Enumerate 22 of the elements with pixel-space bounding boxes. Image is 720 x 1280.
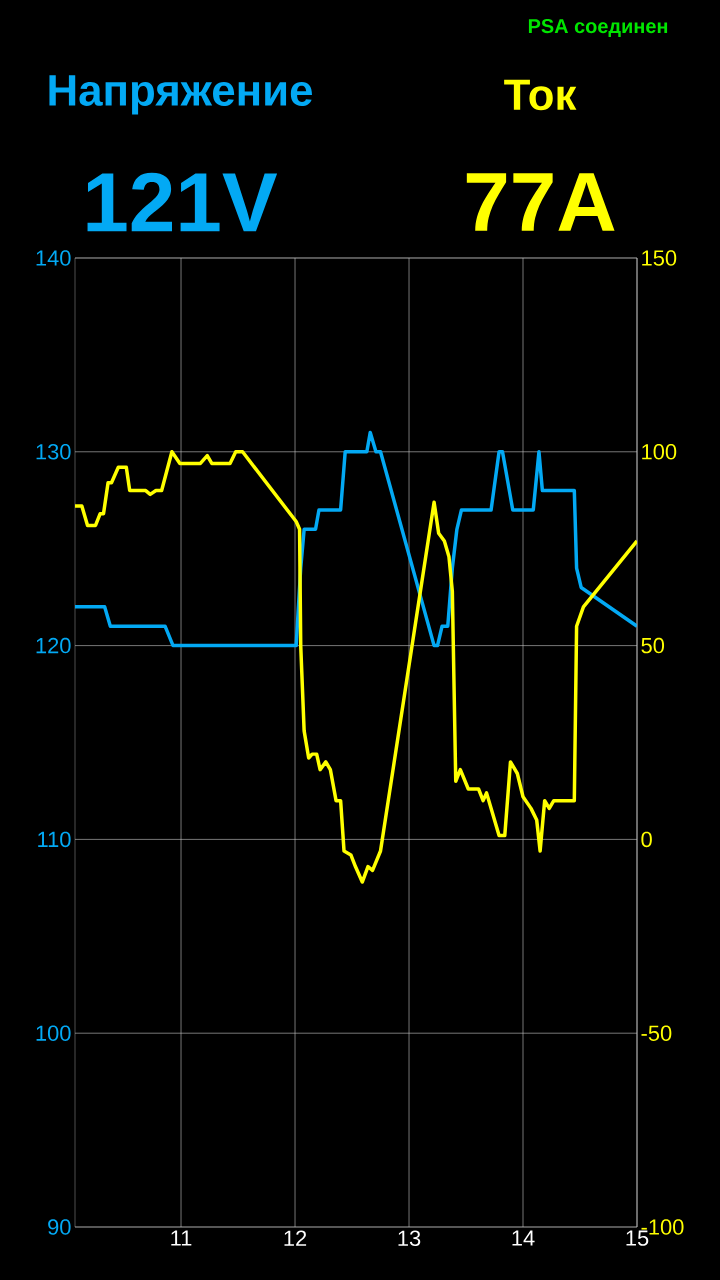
- y-tick-label: 90: [48, 1219, 71, 1235]
- text: 77A: [466, 173, 615, 231]
- y-tick-label: 130: [36, 444, 71, 460]
- y2-tick-label: -50: [641, 1025, 672, 1041]
- x-tick-label: 13: [398, 1230, 421, 1247]
- line-series: [75, 430, 638, 648]
- x-tick-label: 11: [171, 1230, 192, 1246]
- y-tick-label: 140: [36, 250, 71, 266]
- line-series: [75, 450, 638, 884]
- y-tick-label: 120: [36, 637, 71, 654]
- y-tick-label: 100: [36, 1025, 71, 1041]
- text: PSA соединен: [528, 19, 668, 37]
- x-tick-label: 14: [512, 1230, 535, 1246]
- y2-tick-label: 100: [642, 444, 677, 460]
- y2-tick-label: 0: [641, 831, 652, 848]
- x-tick-label: 12: [284, 1230, 307, 1246]
- y2-tick-label: 150: [642, 250, 677, 266]
- text: 121V: [87, 172, 278, 232]
- text: Напряжение: [49, 75, 312, 115]
- y-tick-label: 110: [38, 831, 71, 848]
- y2-tick-label: 50: [641, 637, 665, 654]
- text: Ток: [504, 79, 577, 111]
